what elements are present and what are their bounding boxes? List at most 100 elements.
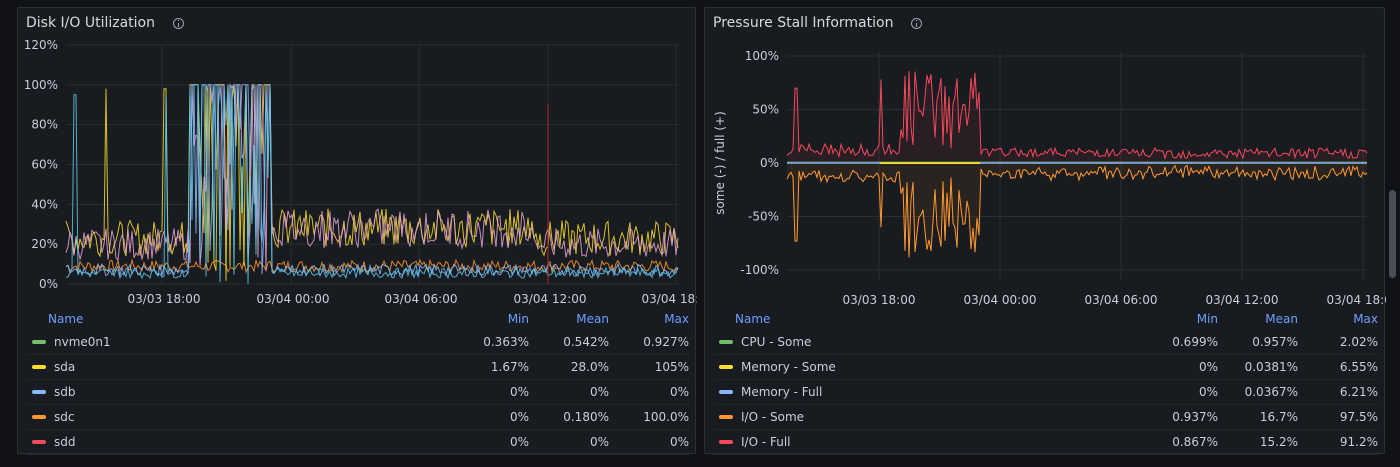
legend-series-label: I/O - Some: [741, 410, 805, 424]
psi-chart[interactable]: 100% 50% 0% -50% -100% 03/03 18:00 03/04 00:00…: [705, 8, 1386, 308]
legend-series-label: sdb: [54, 385, 76, 399]
legend-row[interactable]: sda 1.67% 28.0% 105%: [26, 355, 689, 380]
legend-series-name[interactable]: sdc: [26, 410, 439, 424]
legend-series-name[interactable]: I/O - Full: [713, 435, 1128, 449]
legend-mean-value: 0.542%: [563, 335, 609, 349]
legend-min-value: 0%: [509, 410, 529, 424]
legend-swatch: [32, 365, 46, 369]
panel-title-text: Pressure Stall Information: [713, 15, 894, 31]
y-tick-label: 50%: [752, 103, 779, 117]
legend-max-value: 91.2%: [1339, 435, 1378, 449]
legend-max-value: 0%: [669, 385, 689, 399]
y-tick-label: 120%: [24, 38, 58, 52]
legend-mean-value: 15.2%: [1259, 435, 1298, 449]
legend-row[interactable]: I/O - Some 0.937% 16.7% 97.5%: [713, 405, 1378, 430]
legend-min-value: 0.363%: [483, 335, 529, 349]
legend-mean-value: 16.7%: [1259, 410, 1298, 424]
legend-max-value: 0%: [669, 435, 689, 449]
legend-header-mean[interactable]: Mean: [576, 312, 609, 326]
legend-series-label: Memory - Full: [741, 385, 823, 399]
legend-mean-value: 0.0367%: [1244, 385, 1298, 399]
y-tick-label: 0%: [760, 156, 779, 170]
legend-min-value: 0.867%: [1172, 435, 1218, 449]
legend-row[interactable]: Memory - Some 0% 0.0381% 6.55%: [713, 355, 1378, 380]
disk-io-panel-title[interactable]: Disk I/O Utilization: [26, 15, 184, 31]
legend-series-label: I/O - Full: [741, 435, 791, 449]
psi-panel-title[interactable]: Pressure Stall Information: [713, 15, 923, 31]
legend-min-value: 0%: [509, 385, 529, 399]
legend-swatch: [719, 415, 733, 419]
legend-row[interactable]: sdc 0% 0.180% 100.0%: [26, 405, 689, 430]
legend-mean-value: 0.957%: [1252, 335, 1298, 349]
legend-swatch: [32, 440, 46, 444]
legend-mean-value: 0.180%: [563, 410, 609, 424]
y-tick-label: 100%: [24, 78, 58, 92]
legend-mean-value: 0%: [589, 435, 609, 449]
legend-row[interactable]: I/O - Full 0.867% 15.2% 91.2%: [713, 430, 1378, 455]
legend-min-value: 0.699%: [1172, 335, 1218, 349]
x-tick-label: 03/03 18:00: [128, 292, 201, 306]
legend-series-name[interactable]: CPU - Some: [713, 335, 1128, 349]
legend-series-label: sdc: [54, 410, 75, 424]
legend-swatch: [719, 440, 733, 444]
legend-row[interactable]: sdb 0% 0% 0%: [26, 380, 689, 405]
y-tick-label: 40%: [31, 197, 58, 211]
x-tick-label: 03/04 00:00: [257, 292, 330, 306]
legend-header-name[interactable]: Name: [48, 312, 84, 326]
legend-header: Name Min Mean Max: [713, 308, 1378, 330]
legend-series-name[interactable]: I/O - Some: [713, 410, 1128, 424]
legend-series-label: Memory - Some: [741, 360, 836, 374]
info-circle-icon[interactable]: [173, 17, 184, 29]
legend-row[interactable]: sdd 0% 0% 0%: [26, 430, 689, 455]
legend-max-value: 6.21%: [1339, 385, 1378, 399]
legend-mean-value: 28.0%: [570, 360, 609, 374]
psi-panel: Pressure Stall Information 100% 50% 0% -50%…: [704, 7, 1386, 455]
series-area: [787, 71, 1367, 163]
legend-max-value: 0.927%: [643, 335, 689, 349]
legend-series-name[interactable]: Memory - Full: [713, 385, 1128, 399]
psi-legend: Name Min Mean Max CPU - Some 0.699% 0.957%…: [713, 308, 1378, 455]
legend-min-value: 0%: [1198, 385, 1218, 399]
x-tick-label: 03/04 12:00: [514, 292, 587, 306]
legend-series-name[interactable]: sdd: [26, 435, 439, 449]
legend-header-name[interactable]: Name: [735, 312, 771, 326]
legend-header-min[interactable]: Min: [1196, 312, 1218, 326]
x-tick-label: 03/04 06:00: [385, 292, 458, 306]
x-tick-label: 03/04 18:00: [642, 292, 697, 306]
legend-header-mean[interactable]: Mean: [1265, 312, 1298, 326]
x-tick-label: 03/04 18:00: [1327, 293, 1386, 307]
disk-io-chart[interactable]: 120% 100% 80% 60% 40% 20% 0% 03/03 18:00 03/04 0…: [18, 8, 697, 308]
legend-series-name[interactable]: Memory - Some: [713, 360, 1128, 374]
legend-series-label: nvme0n1: [54, 335, 111, 349]
x-tick-label: 03/04 06:00: [1085, 293, 1158, 307]
legend-min-value: 0%: [1198, 360, 1218, 374]
legend-max-value: 105%: [654, 360, 689, 374]
series-line-io-full: [786, 71, 1368, 160]
page-scrollbar[interactable]: [1389, 190, 1396, 278]
y-tick-label: -50%: [748, 210, 779, 224]
legend-header-min[interactable]: Min: [507, 312, 529, 326]
y-tick-label: -100%: [740, 263, 779, 277]
series-line-io-some: [786, 164, 1368, 258]
legend-min-value: 1.67%: [490, 360, 529, 374]
legend-series-name[interactable]: sda: [26, 360, 439, 374]
legend-swatch: [32, 415, 46, 419]
x-tick-label: 03/04 00:00: [964, 293, 1037, 307]
info-circle-icon[interactable]: [911, 17, 923, 29]
series-line: [65, 84, 679, 278]
legend-row[interactable]: Memory - Full 0% 0.0367% 6.21%: [713, 380, 1378, 405]
series-line: [65, 84, 679, 281]
y-tick-label: 0%: [39, 277, 58, 291]
legend-series-label: CPU - Some: [741, 335, 812, 349]
legend-row[interactable]: nvme0n1 0.363% 0.542% 0.927%: [26, 330, 689, 355]
legend-header-max[interactable]: Max: [664, 312, 689, 326]
legend-mean-value: 0%: [589, 385, 609, 399]
legend-series-name[interactable]: nvme0n1: [26, 335, 439, 349]
legend-header-max[interactable]: Max: [1353, 312, 1378, 326]
x-tick-label: 03/04 12:00: [1206, 293, 1279, 307]
legend-series-name[interactable]: sdb: [26, 385, 439, 399]
legend-row[interactable]: CPU - Some 0.699% 0.957% 2.02%: [713, 330, 1378, 355]
x-tick-label: 03/03 18:00: [843, 293, 916, 307]
legend-swatch: [719, 365, 733, 369]
legend-min-value: 0%: [509, 435, 529, 449]
